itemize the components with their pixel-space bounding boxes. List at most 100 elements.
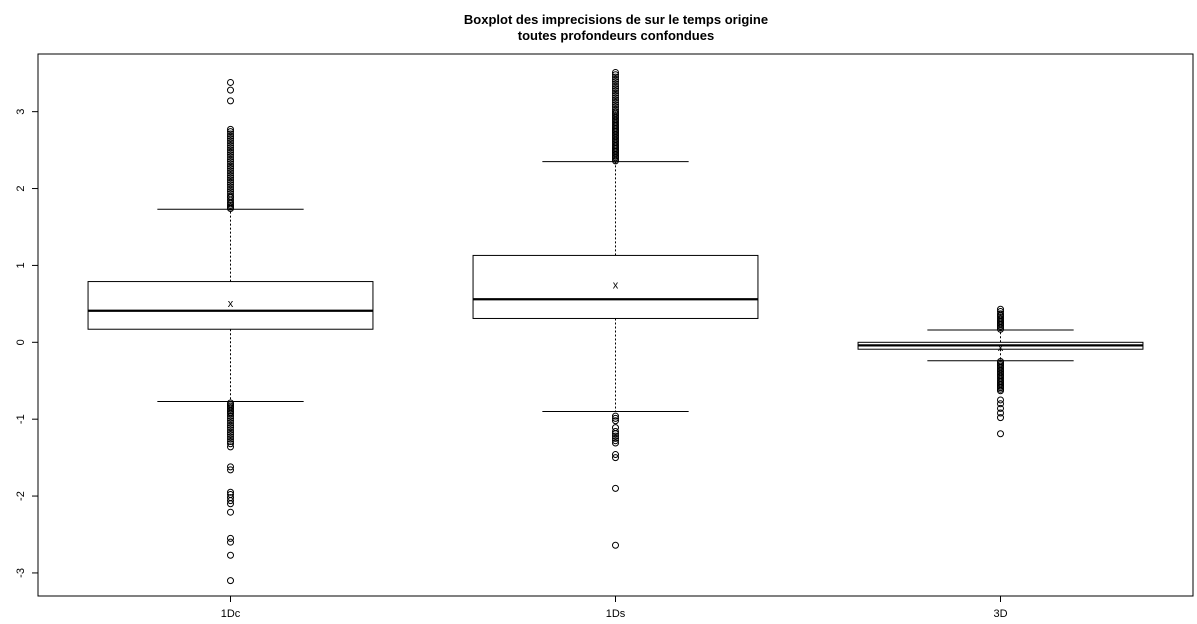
outlier-point (227, 426, 234, 434)
outlier-point (612, 82, 619, 90)
outlier-point (227, 146, 234, 154)
outlier-point (227, 577, 234, 585)
outlier-point (227, 128, 234, 136)
outlier-point (227, 538, 234, 546)
outlier-point (612, 71, 619, 79)
outlier-point (612, 98, 619, 106)
y-tick-label: 3 (15, 109, 27, 115)
x-tick-label: 1Ds (606, 608, 626, 620)
outlier-point (227, 155, 234, 163)
outlier-point (227, 137, 234, 145)
outlier-point (227, 497, 234, 505)
outlier-point (612, 68, 619, 76)
x-tick-label: 1Dc (221, 608, 241, 620)
outlier-point (997, 414, 1004, 422)
boxes: x x x (87, 68, 1144, 585)
outlier-point (227, 151, 234, 159)
outlier-point (227, 86, 234, 94)
mean-marker: x (613, 280, 619, 292)
outlier-point (612, 434, 619, 442)
outlier-point (227, 412, 234, 420)
box-group-1ds: x (472, 68, 759, 549)
outlier-point (227, 183, 234, 191)
outlier-point (612, 105, 619, 113)
outlier-point (227, 463, 234, 471)
outlier-point (227, 141, 234, 149)
outlier-point (612, 73, 619, 81)
outlier-point (227, 417, 234, 425)
outlier-point (227, 410, 234, 418)
outlier-point (227, 135, 234, 143)
box-group-1dc: x (87, 78, 374, 585)
outlier-point (227, 153, 234, 161)
outlier-point (227, 97, 234, 105)
outlier-point (612, 427, 619, 435)
outlier-point (612, 541, 619, 549)
outlier-point (612, 451, 619, 459)
outlier-point (227, 158, 234, 166)
outlier-point (227, 551, 234, 559)
mean-marker: x (228, 298, 234, 310)
outlier-point (227, 437, 234, 445)
chart-title-line-1: Boxplot des imprecisions de sur le temps… (464, 12, 768, 27)
outlier-point (227, 132, 234, 140)
outlier-point (612, 432, 619, 440)
outlier-point (227, 78, 234, 86)
outlier-point (227, 443, 234, 451)
outlier-point (997, 308, 1004, 316)
outlier-point (227, 160, 234, 168)
outlier-point (997, 396, 1004, 404)
outlier-point (227, 171, 234, 179)
outlier-point (612, 96, 619, 104)
outlier-point (612, 103, 619, 111)
iqr-box (472, 254, 759, 319)
outlier-point (612, 484, 619, 492)
outlier-point (227, 148, 234, 156)
outlier-point (612, 92, 619, 100)
outlier-point (612, 454, 619, 462)
outlier-point (612, 439, 619, 447)
outlier-point (227, 431, 234, 439)
outlier-point (227, 435, 234, 443)
outlier-point (227, 188, 234, 196)
outlier-point (227, 440, 234, 448)
outlier-point (227, 500, 234, 508)
outlier-point (227, 169, 234, 177)
outlier-point (227, 181, 234, 189)
outlier-point (612, 78, 619, 86)
outlier-point (227, 428, 234, 436)
y-tick-label: 2 (15, 185, 27, 191)
outlier-point (227, 419, 234, 427)
outlier-point (227, 176, 234, 184)
iqr-box (87, 281, 374, 330)
outlier-point (227, 508, 234, 516)
outlier-point (227, 414, 234, 422)
outlier-point (227, 162, 234, 170)
outlier-point (227, 167, 234, 175)
outlier-point (612, 101, 619, 109)
outlier-point (612, 108, 619, 116)
mean-marker: x (998, 342, 1004, 354)
outlier-point (997, 409, 1004, 417)
outlier-point (227, 178, 234, 186)
outlier-point (612, 437, 619, 445)
outlier-point (227, 165, 234, 173)
x-axis: 1Dc 1Ds 3D (221, 596, 1008, 620)
outlier-point (227, 144, 234, 152)
y-tick-label: -3 (15, 568, 27, 578)
y-axis: -3 -2 -1 0 1 2 3 (15, 109, 38, 578)
box-group-3d: x (857, 305, 1144, 438)
outlier-point (612, 94, 619, 102)
outlier-point (997, 310, 1004, 318)
outlier-point (612, 87, 619, 95)
outlier-point (997, 387, 1004, 395)
outlier-point (227, 421, 234, 429)
outlier-point (612, 85, 619, 93)
outlier-point (227, 534, 234, 542)
x-tick-label: 3D (993, 608, 1007, 620)
outlier-point (997, 404, 1004, 412)
outlier-point (612, 75, 619, 83)
outlier-point (227, 466, 234, 474)
outlier-point (612, 89, 619, 97)
outlier-point (612, 414, 619, 422)
